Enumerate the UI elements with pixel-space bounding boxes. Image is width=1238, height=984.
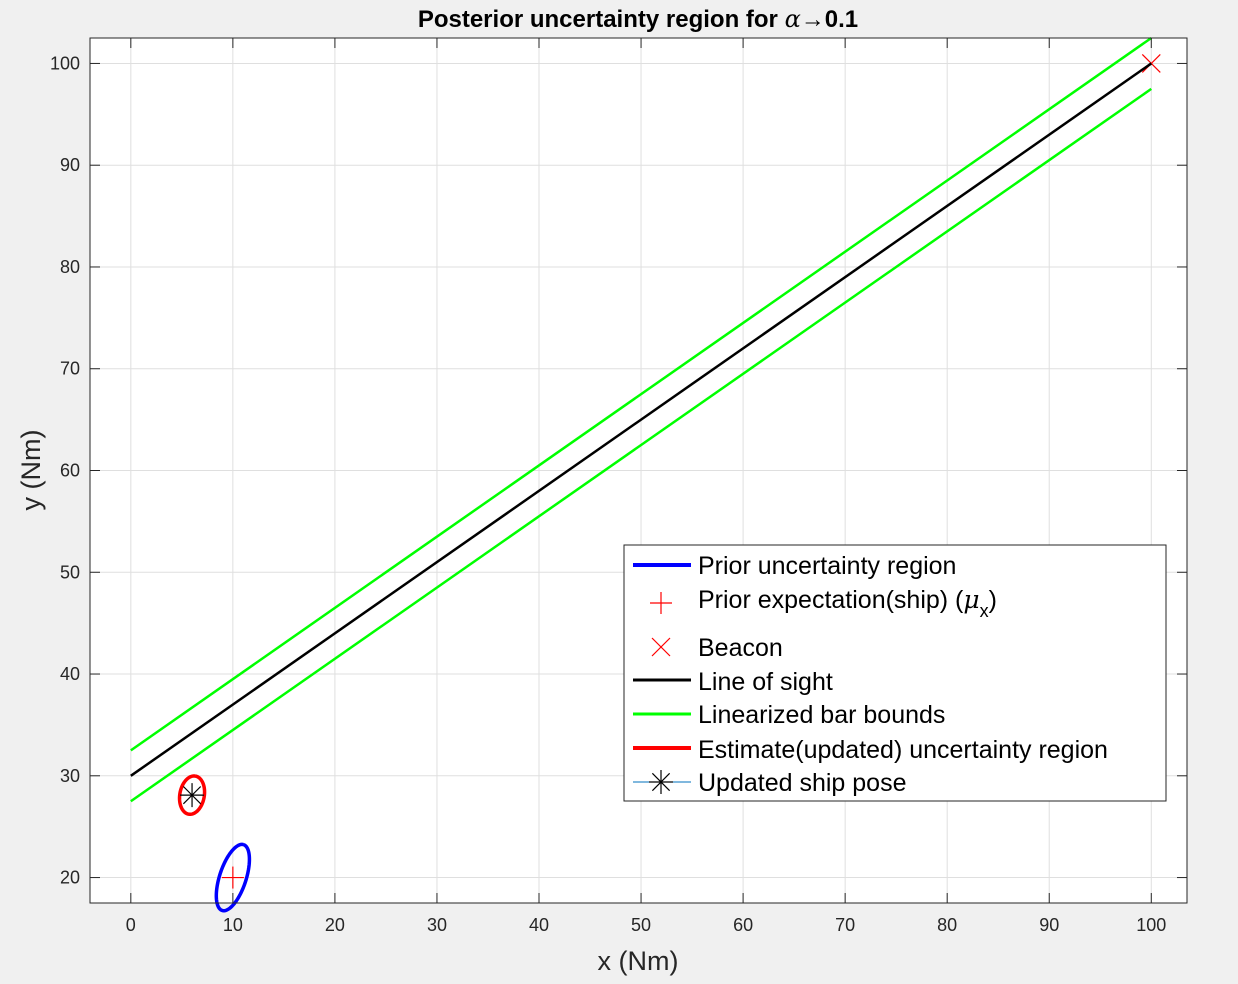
- x-axis-label: x (Nm): [598, 946, 679, 976]
- series-ellipse-estimate-updated-uncertainty-region: [177, 774, 207, 817]
- x-tick-label: 80: [937, 915, 957, 935]
- plot-content: [130, 36, 1161, 913]
- legend-label-prior-expectation: Prior expectation(ship) (μx): [698, 585, 997, 621]
- x-tick-label: 90: [1039, 915, 1059, 935]
- y-tick-label: 50: [60, 562, 80, 582]
- x-tick-label: 40: [529, 915, 549, 935]
- legend-swatch-beacon: [651, 637, 671, 657]
- x-tick-label: 0: [126, 915, 136, 935]
- chart-title: Posterior uncertainty region for α→0.1: [418, 5, 858, 33]
- y-tick-label: 40: [60, 664, 80, 684]
- y-tick-label: 80: [60, 257, 80, 277]
- marker-plus-prior-expectation-ship: [221, 866, 244, 889]
- axis-ticks: 0 10 20 30 40 50 60 70 80 90 100 20 30 40 50 60 70 80 90 10…: [50, 38, 1187, 935]
- chart-title-alpha: α: [785, 5, 801, 33]
- y-axis-label: y (Nm): [16, 430, 46, 511]
- legend-label-beacon: Beacon: [698, 634, 783, 662]
- legend-prior-expectation-suffix: ): [989, 586, 997, 614]
- legend-label-updated-region: Estimate(updated) uncertainty region: [698, 736, 1108, 764]
- x-tick-label: 100: [1136, 915, 1166, 935]
- x-tick-label: 60: [733, 915, 753, 935]
- legend-swatch-prior-expectation-ship: [650, 592, 672, 614]
- legend-box: [623, 544, 1167, 802]
- legend-label-line-of-sight: Line of sight: [698, 668, 833, 696]
- x-tick-label: 10: [223, 915, 243, 935]
- marker-asterisk-updated-ship-pose: [180, 783, 205, 808]
- series-line-line-of-sight: [130, 62, 1152, 777]
- legend-mu-symbol: μ: [963, 585, 979, 614]
- chart-title-prefix: Posterior uncertainty region for: [418, 6, 785, 33]
- x-tick-label: 70: [835, 915, 855, 935]
- y-tick-label: 90: [60, 155, 80, 175]
- y-tick-label: 60: [60, 461, 80, 481]
- x-tick-label: 30: [427, 915, 447, 935]
- y-tick-label: 20: [60, 868, 80, 888]
- chart-title-arrow: →: [801, 6, 825, 33]
- legend-mu-subscript: x: [980, 601, 989, 621]
- y-tick-label: 70: [60, 359, 80, 379]
- legend-label-bar-bounds: Linearized bar bounds: [698, 701, 945, 729]
- series-line-linearized-bar-bounds: [130, 87, 1152, 803]
- chart-title-value: 0.1: [825, 6, 858, 33]
- y-tick-label: 100: [50, 53, 80, 73]
- y-tick-label: 30: [60, 766, 80, 786]
- legend-label-updated-pose: Updated ship pose: [698, 769, 906, 797]
- legend-prior-expectation-text: Prior expectation(ship) (: [698, 586, 964, 614]
- series-line-linearized-bar-bounds: [130, 36, 1152, 752]
- x-tick-label: 20: [325, 915, 345, 935]
- legend-symbols: [633, 563, 691, 794]
- series-ellipse-prior-uncertainty-region: [214, 842, 252, 913]
- legend-label-prior-region: Prior uncertainty region: [698, 552, 956, 580]
- legend[interactable]: Prior uncertainty region Prior expectati…: [623, 544, 1167, 802]
- x-tick-label: 50: [631, 915, 651, 935]
- legend-swatch-updated-ship-pose: [649, 770, 673, 794]
